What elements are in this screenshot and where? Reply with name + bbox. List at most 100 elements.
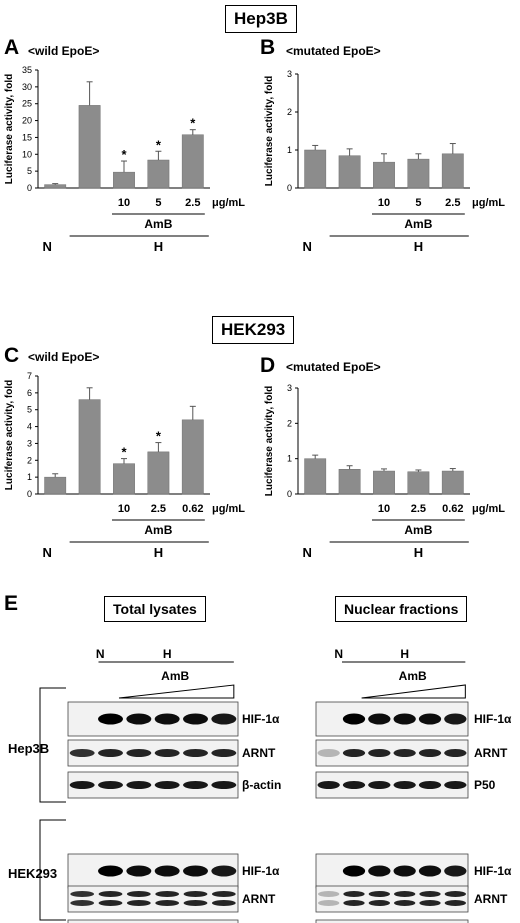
total-hep3b-blot-box — [67, 701, 239, 737]
panel-d-subtitle: <mutated EpoE> — [286, 360, 381, 374]
chart-d-ytick-label: 2 — [287, 418, 292, 428]
chart-b-bar — [338, 155, 361, 189]
chart-c-ytick-label: 0 — [27, 489, 32, 499]
panel-letter-e: E — [4, 592, 19, 615]
chart-d-ytick-label: 0 — [287, 489, 292, 499]
chart-c-bar — [44, 476, 67, 495]
total-blot-amb-label: AmB — [161, 669, 189, 683]
total-band — [155, 891, 180, 897]
chart-a-ytick-label: 20 — [22, 116, 32, 126]
chart-b-ytick-label: 1 — [287, 145, 292, 155]
total-band — [126, 713, 152, 725]
nuclear-band — [394, 891, 416, 897]
chart-d-ytick-label: 1 — [287, 454, 292, 464]
nuclear-band — [444, 900, 466, 906]
nuclear-band — [394, 900, 416, 906]
panel-letter-c: C — [4, 344, 20, 367]
chart-b-n-label: N — [303, 239, 312, 254]
chart-b: Luciferase activity, fold 0 1 2 3 10 5 2.5 μg/mL… — [264, 69, 505, 254]
chart-c-ylabel: Luciferase activity, fold — [4, 380, 15, 490]
chart-b-dose-label: 2.5 — [445, 197, 460, 209]
chart-b-ytick-label: 3 — [287, 69, 292, 79]
chart-c-ytick-label: 1 — [27, 472, 32, 482]
total-band — [98, 900, 123, 906]
chart-d-bar — [338, 469, 361, 495]
total-lysates-title: Total lysates — [104, 596, 206, 622]
chart-a: Luciferase activity, fold 0 5 10 15 20 25 30 35 *… — [4, 65, 245, 254]
total-band — [126, 891, 151, 897]
chart-a-ytick-label: 35 — [22, 65, 32, 75]
panel-a-subtitle: <wild EpoE> — [28, 44, 100, 58]
total-hek293-blot-box — [67, 919, 239, 923]
nuclear-band — [393, 749, 416, 757]
nuclear-band — [342, 713, 366, 725]
total-hek293-band-label: ARNT — [242, 892, 276, 906]
total-hep3b-blot-box — [67, 771, 239, 799]
panel-letter-a: A — [4, 36, 20, 59]
chart-a-ytick-label: 5 — [27, 166, 32, 176]
nuclear-hek293-blot-box — [315, 885, 469, 913]
chart-b-ytick-label: 0 — [287, 183, 292, 193]
nuclear-hek293-band-label: HIF-1α — [474, 864, 512, 878]
chart-c-significance-star: * — [121, 445, 127, 460]
chart-a-amb-label: AmB — [144, 217, 172, 231]
chart-c-significance-star: * — [156, 429, 162, 444]
total-band — [183, 900, 208, 906]
nuclear-band — [418, 713, 442, 725]
total-band — [183, 749, 208, 757]
total-hek293-blot-box — [67, 885, 239, 913]
chart-d-bar — [373, 470, 395, 495]
chart-d-bar — [407, 471, 430, 495]
chart-d-dose-label: 0.62 — [442, 503, 463, 515]
nuclear-hep3b-band-label: P50 — [474, 778, 496, 792]
chart-a-bar — [78, 105, 101, 189]
chart-d-h-label: H — [414, 545, 423, 560]
chart-a-bar — [113, 171, 135, 189]
chart-c-n-label: N — [43, 545, 52, 560]
chart-c-ytick-label: 4 — [27, 422, 32, 432]
total-blot-h-label: H — [163, 647, 172, 661]
nuclear-band — [418, 749, 442, 757]
hep3b-section-title: Hep3B — [225, 5, 297, 33]
nuclear-blot-h-label: H — [400, 647, 409, 661]
nuclear-band — [393, 781, 416, 789]
nuclear-hep3b-blot-box — [315, 701, 469, 737]
chart-b-dose-label: 5 — [415, 197, 421, 209]
cell-line-label: Hep3B — [8, 741, 49, 756]
total-band — [126, 865, 152, 877]
cell-line-label: HEK293 — [8, 866, 57, 881]
cell-line-bracket — [39, 819, 66, 921]
total-hek293-band-label: HIF-1α — [242, 864, 280, 878]
total-band — [183, 891, 208, 897]
chart-a-bar — [147, 159, 170, 189]
nuclear-band — [343, 891, 365, 897]
chart-a-ytick-label: 0 — [27, 183, 32, 193]
chart-a-ytick-label: 25 — [22, 99, 32, 109]
total-band — [183, 865, 208, 877]
chart-c-ytick-label: 3 — [27, 438, 32, 448]
total-band — [155, 900, 180, 906]
total-band — [211, 713, 237, 725]
total-band — [183, 781, 208, 789]
total-band — [98, 865, 123, 877]
panel-letter-d: D — [260, 354, 276, 377]
chart-b-bar — [373, 161, 395, 189]
total-band — [211, 781, 237, 789]
chart-c-ytick-label: 5 — [27, 405, 32, 415]
nuclear-band — [419, 891, 441, 897]
nuclear-band — [368, 891, 390, 897]
chart-a-dose-label: 5 — [155, 197, 161, 209]
total-band — [211, 891, 236, 897]
nuclear-band — [318, 900, 340, 906]
chart-d-dose-label: 10 — [378, 503, 390, 515]
nuclear-band — [368, 781, 391, 789]
panel-c-subtitle: <wild EpoE> — [28, 350, 100, 364]
total-blot-n-label: N — [96, 647, 105, 661]
chart-d-dose-label: 2.5 — [411, 503, 426, 515]
nuclear-blot-amb-label: AmB — [399, 669, 427, 683]
chart-d-bar — [441, 470, 464, 495]
chart-c-dose-label: 2.5 — [151, 503, 166, 515]
nuclear-hek293-band-label: ARNT — [474, 892, 508, 906]
chart-b-amb-label: AmB — [404, 217, 432, 231]
total-hep3b-band-label: ARNT — [242, 746, 276, 760]
